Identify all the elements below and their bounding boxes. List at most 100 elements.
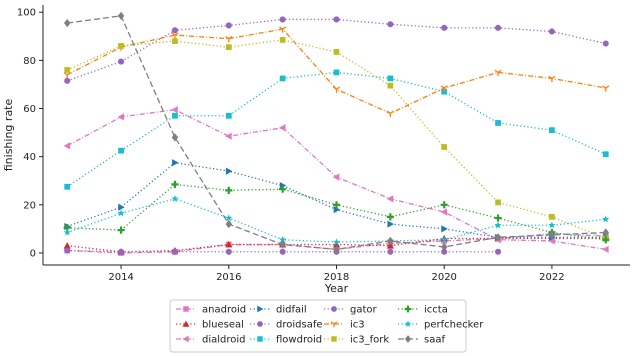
series-line	[67, 198, 606, 243]
data-point	[441, 248, 448, 255]
legend-label: gator	[350, 305, 378, 316]
data-point	[225, 22, 232, 29]
data-point	[387, 75, 394, 82]
legend-item: droidsafe	[250, 320, 323, 331]
data-point	[387, 21, 394, 28]
legend-item: dialdroid	[176, 335, 246, 346]
x-tick-label: 2020	[431, 272, 456, 283]
legend-marker	[404, 335, 412, 343]
data-point	[279, 75, 286, 82]
legend-frame	[169, 299, 467, 353]
legend-item: ic3_fork	[324, 335, 389, 346]
data-point	[386, 110, 394, 117]
data-point	[171, 106, 178, 114]
data-point	[117, 226, 125, 234]
data-point	[225, 44, 232, 51]
data-point	[549, 127, 555, 134]
legend-item: gator	[324, 305, 378, 316]
data-point	[117, 113, 124, 121]
legend-marker	[182, 335, 189, 343]
data-point	[63, 228, 71, 236]
legend-label: ic3	[350, 320, 365, 331]
data-point	[332, 201, 341, 209]
data-point	[64, 67, 71, 73]
data-point	[548, 230, 556, 240]
legend-label: perfchecker	[424, 320, 484, 331]
data-point	[225, 112, 232, 119]
axes	[42, 5, 630, 266]
legend-marker	[331, 336, 337, 342]
data-point	[64, 183, 71, 190]
series-line	[66, 109, 606, 250]
legend-label: ic3_fork	[350, 335, 389, 346]
data-point	[332, 240, 341, 248]
legend-label: droidsafe	[276, 320, 323, 331]
data-point	[171, 32, 179, 39]
data-point	[440, 85, 448, 92]
data-point	[279, 248, 286, 255]
y-tick-label: 60	[23, 104, 36, 115]
x-tick-label: 2016	[216, 272, 241, 283]
data-point	[63, 72, 71, 79]
data-point	[494, 233, 502, 242]
data-point	[225, 214, 233, 222]
series-line	[67, 237, 606, 253]
data-point	[333, 206, 341, 214]
data-point	[332, 86, 341, 93]
data-point	[225, 248, 232, 255]
series-line	[67, 162, 606, 238]
x-tick-label: 2018	[324, 272, 349, 283]
series-line	[66, 28, 606, 115]
y-tick-label: 80	[23, 56, 36, 67]
legend-label: flowdroid	[276, 335, 322, 346]
data-point	[386, 242, 394, 249]
data-point	[171, 195, 179, 202]
legend-item: ic3	[324, 320, 365, 331]
y-tick-label: 0	[30, 248, 36, 259]
legend-marker	[257, 305, 264, 313]
data-point	[495, 199, 501, 206]
data-point	[441, 24, 448, 31]
legend-item: iccta	[398, 305, 448, 316]
data-point	[548, 221, 556, 229]
series-line	[67, 183, 606, 241]
data-point	[171, 248, 179, 255]
legend-item: saaf	[398, 335, 445, 346]
data-point	[494, 221, 502, 229]
data-point	[225, 186, 233, 194]
data-point	[387, 82, 394, 89]
data-point	[64, 77, 71, 84]
data-point	[333, 16, 340, 23]
data-point	[602, 85, 610, 92]
series-dialdroid	[63, 106, 609, 253]
data-point	[441, 144, 448, 150]
data-point	[63, 142, 71, 150]
series-flowdroid	[64, 69, 609, 190]
plot-area	[63, 11, 610, 256]
data-point	[495, 120, 501, 126]
data-point	[333, 245, 340, 254]
legend-label: iccta	[424, 305, 448, 316]
legend-label: didfail	[276, 305, 307, 316]
data-point	[279, 181, 287, 190]
data-point	[602, 151, 609, 158]
data-point	[548, 237, 555, 245]
data-point	[387, 248, 394, 255]
data-point	[441, 88, 448, 95]
series-gator	[64, 16, 609, 84]
data-point	[279, 240, 286, 249]
legend-marker	[257, 321, 263, 327]
data-point	[549, 213, 555, 220]
series-saaf	[63, 11, 610, 254]
data-point	[171, 180, 179, 188]
data-point	[63, 18, 71, 28]
data-point	[118, 43, 124, 49]
data-point	[548, 28, 555, 35]
data-point	[225, 219, 233, 229]
data-point	[548, 75, 556, 83]
legend-marker	[331, 306, 337, 312]
data-point	[118, 248, 125, 255]
data-point	[387, 220, 394, 228]
y-tick-label: 20	[23, 200, 36, 211]
